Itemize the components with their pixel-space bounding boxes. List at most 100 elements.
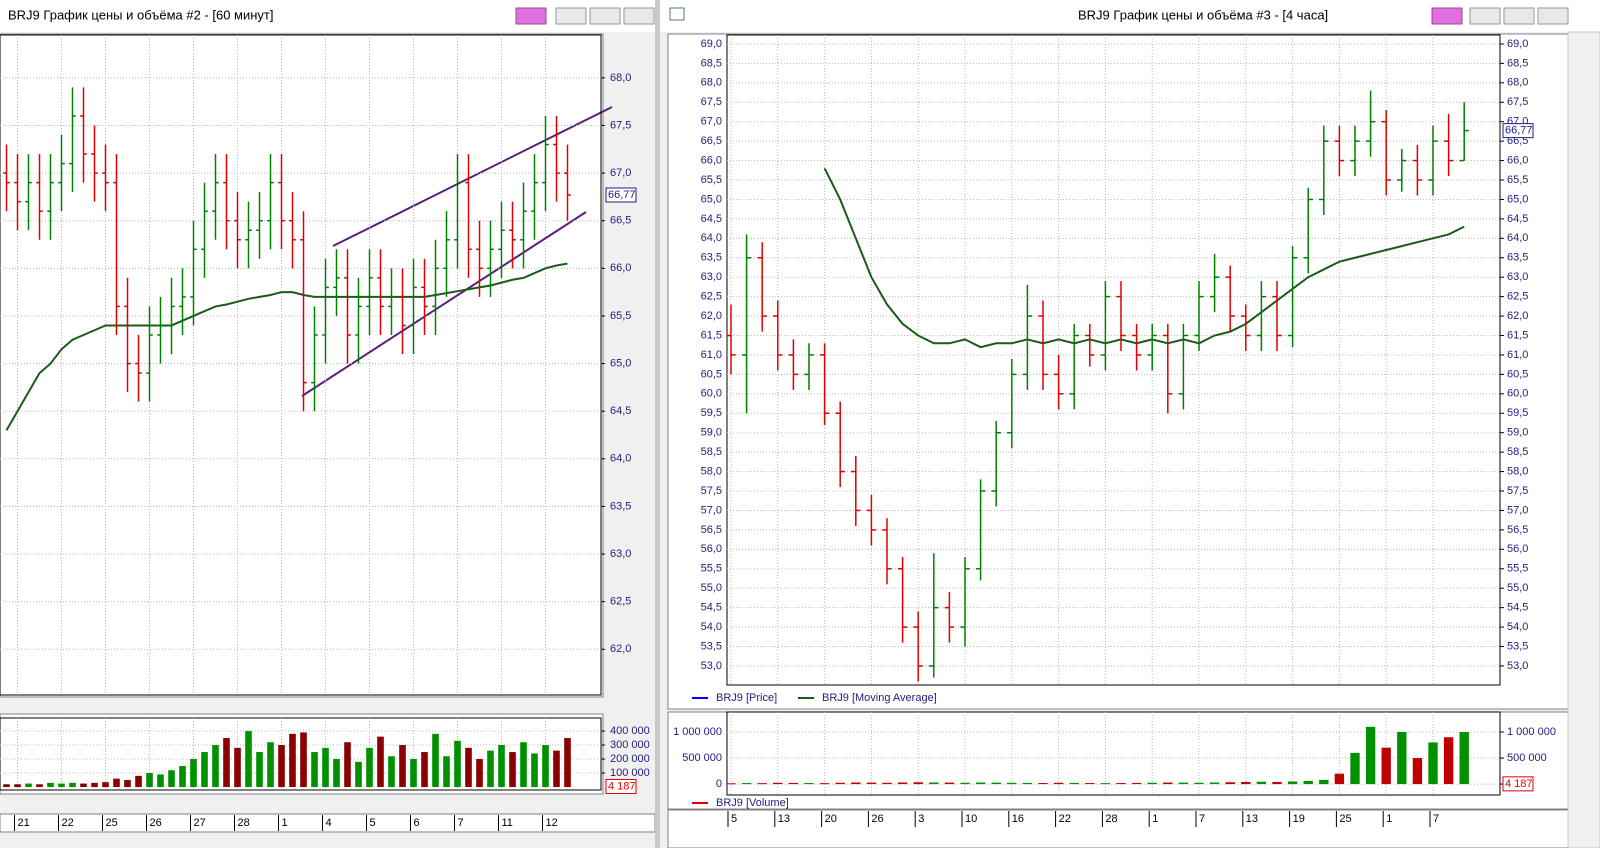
volume-bar (531, 753, 538, 788)
volume-bar (1428, 742, 1438, 785)
volume-bar (1116, 783, 1126, 785)
volume-bar (975, 782, 986, 785)
volume-bar (819, 783, 830, 785)
volume-bar (421, 752, 428, 788)
date-axis (667, 809, 1569, 848)
y-tick-label: 56,0 (701, 543, 722, 555)
maximize-button[interactable] (589, 7, 621, 25)
y-tick-label: 60,0 (701, 388, 722, 400)
y-tick-label: 65,0 (701, 193, 722, 205)
y-tick-label: 67,5 (610, 119, 631, 131)
volume-bar (289, 733, 296, 788)
date-label: 26 (871, 813, 883, 825)
volume-bar (1225, 782, 1235, 785)
volume-tick-label: 1 000 000 (1507, 726, 1556, 738)
y-tick-label: 60,0 (1507, 388, 1528, 400)
y-tick-label: 67,5 (701, 96, 722, 108)
volume-bar (3, 784, 10, 788)
volume-bar (1131, 782, 1142, 785)
y-tick-label: 56,5 (1507, 524, 1528, 536)
y-tick-label: 57,0 (1507, 504, 1528, 516)
last-volume-label: 4 187 (1505, 778, 1533, 790)
date-label: 7 (458, 817, 464, 829)
y-tick-label: 57,5 (1507, 485, 1528, 497)
y-tick-label: 54,0 (1507, 621, 1528, 633)
date-label: 28 (1105, 813, 1117, 825)
last-price-box (605, 187, 637, 203)
y-tick-label: 67,0 (610, 167, 631, 179)
window-title: BRJ9 График цены и объёма #3 - [4 часа] (1078, 7, 1328, 22)
plot-frame (726, 34, 1501, 686)
y-tick-label: 64,5 (610, 405, 631, 417)
legend-label: BRJ9 [Volume] (716, 797, 789, 809)
volume-tick-label: 100 000 (610, 767, 650, 779)
volume-bar (944, 782, 955, 785)
y-tick-label: 66,0 (1507, 154, 1528, 166)
y-tick-label: 69,0 (1507, 38, 1528, 50)
volume-bar (1334, 773, 1345, 785)
volume-bar (1256, 781, 1267, 785)
date-label: 7 (1433, 813, 1439, 825)
volume-bar (835, 782, 845, 785)
volume-bar (498, 745, 505, 788)
y-tick-label: 65,0 (1507, 193, 1528, 205)
scrollbar[interactable] (1567, 31, 1600, 848)
y-tick-label: 56,5 (701, 524, 722, 536)
volume-bar (741, 783, 752, 785)
volume-bar (1147, 782, 1157, 785)
y-tick-label: 59,0 (1507, 427, 1528, 439)
volume-bar (465, 747, 472, 788)
y-tick-label: 63,0 (701, 271, 722, 283)
volume-bar (897, 782, 908, 785)
volume-bar (773, 782, 783, 785)
link-button[interactable] (1431, 7, 1463, 25)
minimize-button[interactable] (555, 7, 587, 25)
y-tick-label: 53,5 (701, 640, 722, 652)
close-button[interactable] (1537, 7, 1569, 25)
volume-bar (124, 780, 131, 788)
volume-bar (47, 782, 54, 788)
volume-bar (201, 752, 208, 788)
volume-bar (157, 774, 164, 788)
y-tick-label: 55,5 (1507, 563, 1528, 575)
volume-bar (1178, 782, 1189, 785)
volume-bar (377, 736, 384, 788)
volume-tick-label: 0 (716, 778, 722, 790)
volume-bar (564, 738, 571, 788)
volume-bar (866, 782, 877, 785)
y-tick-label: 63,0 (1507, 271, 1528, 283)
y-tick-label: 62,0 (701, 310, 722, 322)
y-tick-label: 68,0 (701, 77, 722, 89)
volume-tick-label: 400 000 (610, 725, 650, 737)
y-tick-label: 62,5 (701, 291, 722, 303)
channel-line (332, 106, 613, 247)
y-tick-label: 61,0 (1507, 349, 1528, 361)
volume-bar (1163, 782, 1173, 785)
y-tick-label: 55,0 (701, 582, 722, 594)
y-tick-label: 65,0 (610, 357, 631, 369)
close-button[interactable] (623, 7, 655, 25)
volume-bar (102, 782, 109, 788)
volume-bar (146, 773, 153, 788)
last-price-box (1502, 123, 1534, 139)
volume-bar (1022, 782, 1033, 785)
date-label: 5 (370, 817, 376, 829)
y-tick-label: 68,0 (610, 72, 631, 84)
last-volume-label: 4 187 (608, 780, 636, 792)
y-tick-label: 63,5 (1507, 252, 1528, 264)
volume-bar (1069, 782, 1079, 785)
y-tick-label: 59,5 (701, 407, 722, 419)
maximize-button[interactable] (1503, 7, 1535, 25)
volume-bar (851, 782, 861, 785)
y-tick-label: 67,0 (701, 116, 722, 128)
volume-bar (553, 750, 560, 788)
y-tick-label: 58,0 (701, 465, 722, 477)
y-tick-label: 63,5 (701, 252, 722, 264)
date-label: 28 (238, 817, 250, 829)
y-tick-label: 69,0 (701, 38, 722, 50)
link-button[interactable] (515, 7, 547, 25)
volume-bar (388, 756, 395, 788)
volume-tick-label: 1 000 000 (673, 726, 722, 738)
minimize-button[interactable] (1469, 7, 1501, 25)
